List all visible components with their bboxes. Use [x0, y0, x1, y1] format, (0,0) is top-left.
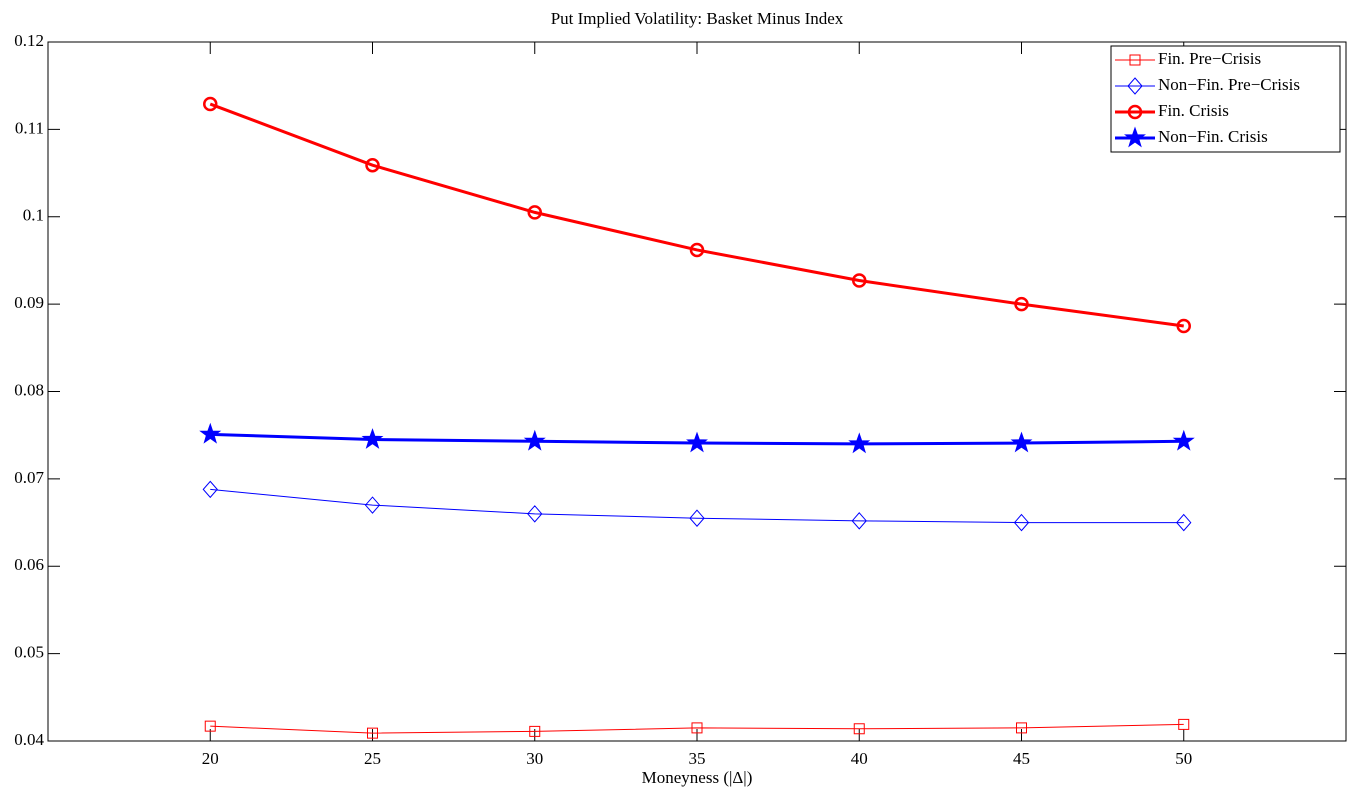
legend-label: Non−Fin. Pre−Crisis	[1158, 75, 1300, 94]
marker	[204, 720, 216, 732]
marker	[529, 725, 541, 737]
marker	[852, 273, 867, 288]
marker	[1127, 104, 1143, 120]
marker	[367, 727, 378, 739]
marker	[1176, 318, 1191, 334]
marker	[364, 496, 381, 514]
legend-label: Non−Fin. Crisis	[1158, 127, 1268, 146]
marker	[202, 480, 218, 499]
marker	[1124, 126, 1146, 148]
marker	[1010, 431, 1033, 453]
legend-box	[1110, 45, 1341, 153]
marker	[686, 431, 708, 453]
x-tick-label: 50	[1175, 749, 1192, 768]
series	[199, 422, 1195, 454]
marker	[523, 429, 546, 451]
chart-title: Put Implied Volatility: Basket Minus Ind…	[551, 9, 844, 28]
x-tick-label: 20	[202, 749, 219, 768]
line	[209, 102, 1184, 328]
series	[203, 96, 1191, 334]
marker	[691, 722, 703, 734]
marker	[203, 96, 218, 112]
x-tick-label: 40	[851, 749, 868, 768]
y-tick-label: 0.08	[14, 380, 44, 399]
marker	[689, 242, 705, 258]
marker	[1129, 54, 1141, 66]
marker	[199, 422, 222, 444]
marker	[853, 723, 865, 735]
x-axis-label: Moneyness (|Δ|)	[642, 768, 753, 787]
legend: Fin. Pre−Crisis Non−Fin. Pre−Crisis Fin. C…	[1110, 45, 1341, 153]
y-tick-label: 0.11	[15, 118, 44, 137]
legend-label: Fin. Pre−Crisis	[1158, 49, 1261, 68]
y-tick-label: 0.12	[14, 31, 44, 50]
marker	[1014, 296, 1029, 312]
marker	[1178, 718, 1190, 730]
x-tick-label: 25	[364, 749, 381, 768]
series	[204, 718, 1190, 739]
y-tick-label: 0.07	[14, 468, 44, 487]
marker	[1013, 513, 1030, 532]
marker	[848, 432, 871, 454]
y-tick-label: 0.09	[14, 293, 44, 312]
line	[210, 488, 1184, 524]
y-tick-label: 0.06	[14, 555, 44, 574]
marker	[1016, 722, 1027, 734]
y-tick-label: 0.1	[23, 206, 44, 225]
marker	[365, 157, 380, 173]
marker	[527, 505, 543, 523]
x-tick-label: 35	[689, 749, 706, 768]
line	[210, 723, 1184, 734]
marker	[689, 509, 705, 527]
y-tick-label: 0.04	[14, 730, 44, 749]
marker	[1172, 429, 1195, 451]
y-tick-label: 0.05	[14, 643, 44, 662]
marker	[361, 428, 384, 449]
marker	[851, 512, 867, 530]
x-tick-label: 30	[526, 749, 543, 768]
legend-label: Fin. Crisis	[1158, 101, 1229, 120]
marker	[1176, 513, 1192, 532]
marker	[527, 205, 542, 220]
x-tick-label: 45	[1013, 749, 1030, 768]
marker	[1127, 77, 1143, 95]
series	[202, 480, 1192, 532]
